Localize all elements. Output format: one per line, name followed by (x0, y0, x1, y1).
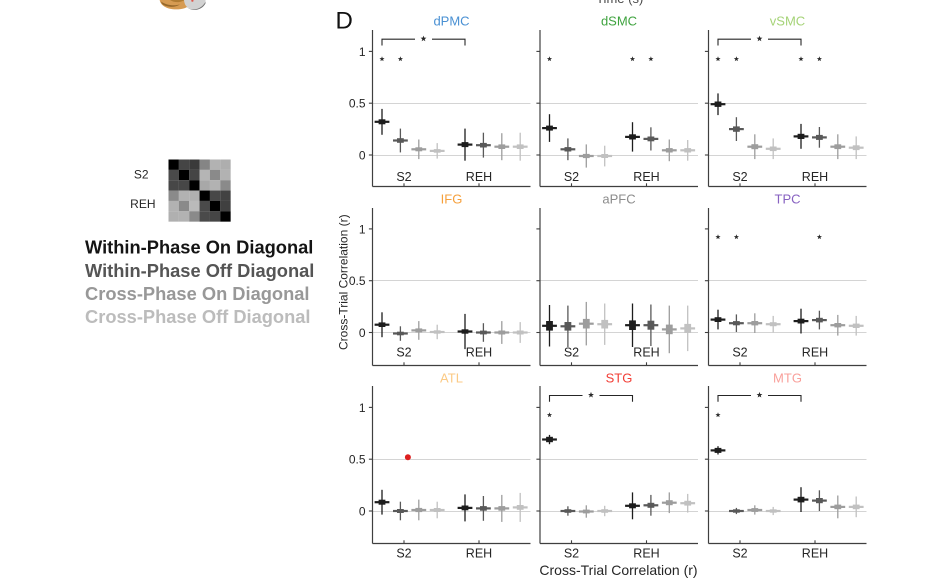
svg-text:0.5: 0.5 (349, 274, 366, 288)
svg-text:S2: S2 (564, 170, 579, 184)
svg-text:REH: REH (802, 170, 828, 184)
svg-text:REH: REH (130, 197, 155, 211)
svg-text:REH: REH (466, 346, 492, 360)
svg-text:1: 1 (359, 222, 366, 236)
svg-text:dPMC: dPMC (433, 13, 469, 28)
svg-text:S2: S2 (396, 346, 411, 360)
svg-text:S2: S2 (564, 547, 579, 561)
svg-text:Cross-Trial Correlation (r): Cross-Trial Correlation (r) (337, 214, 351, 350)
svg-text:IFG: IFG (441, 192, 463, 207)
svg-text:S2: S2 (396, 170, 411, 184)
svg-text:Cross-Phase Off Diagonal: Cross-Phase Off Diagonal (85, 306, 311, 327)
svg-text:Time (s): Time (s) (596, 0, 643, 6)
svg-text:TPC: TPC (775, 192, 801, 207)
svg-text:vSMC: vSMC (770, 13, 805, 28)
svg-text:REH: REH (466, 170, 492, 184)
svg-text:Within-Phase Off Diagonal: Within-Phase Off Diagonal (85, 260, 314, 281)
svg-text:REH: REH (633, 170, 659, 184)
svg-text:Cross-Trial Correlation (r): Cross-Trial Correlation (r) (539, 562, 697, 578)
svg-text:1: 1 (359, 45, 366, 59)
svg-text:S2: S2 (564, 346, 579, 360)
svg-text:MTG: MTG (773, 371, 802, 386)
svg-text:D: D (336, 8, 353, 35)
svg-text:Cross-Phase On Diagonal: Cross-Phase On Diagonal (85, 283, 310, 304)
svg-text:0: 0 (359, 148, 366, 162)
svg-text:1: 1 (359, 401, 366, 415)
svg-text:0.5: 0.5 (349, 97, 366, 111)
svg-text:S2: S2 (732, 547, 747, 561)
svg-text:REH: REH (802, 346, 828, 360)
svg-text:ATL: ATL (440, 371, 463, 386)
svg-text:dSMC: dSMC (601, 13, 637, 28)
svg-text:S2: S2 (732, 170, 747, 184)
svg-text:REH: REH (633, 547, 659, 561)
svg-text:STG: STG (606, 371, 633, 386)
svg-text:aPFC: aPFC (602, 192, 635, 207)
svg-text:REH: REH (633, 346, 659, 360)
svg-text:0.5: 0.5 (349, 453, 366, 467)
svg-text:0: 0 (359, 326, 366, 340)
svg-text:S2: S2 (134, 167, 149, 181)
svg-text:0: 0 (359, 504, 366, 518)
svg-text:REH: REH (466, 547, 492, 561)
svg-text:S2: S2 (396, 547, 411, 561)
svg-text:Within-Phase On Diagonal: Within-Phase On Diagonal (85, 237, 313, 258)
svg-text:S2: S2 (732, 346, 747, 360)
svg-text:REH: REH (802, 547, 828, 561)
